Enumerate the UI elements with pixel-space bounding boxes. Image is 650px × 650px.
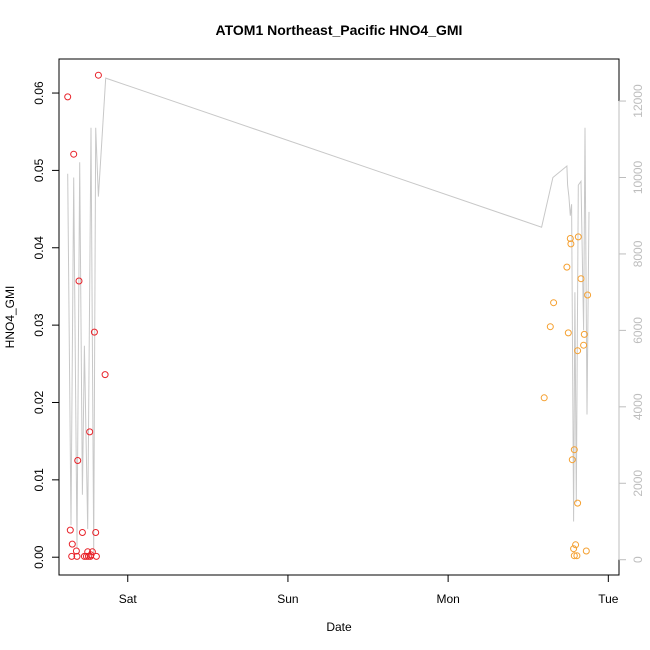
series-1-point-0 <box>540 394 548 402</box>
y-tick-label-3: 0.03 <box>32 313 46 337</box>
series-0-point-20 <box>84 552 92 560</box>
series-0-point-4 <box>68 552 76 560</box>
series-layer <box>64 71 592 560</box>
y-axis-left: 0.00 0.01 0.02 0.03 0.04 0.05 0.06 <box>32 81 60 569</box>
y-right-tick-label-3: 6000 <box>631 317 645 344</box>
y-right-tick-label-0: 0 <box>631 556 645 563</box>
series-0-point-8 <box>73 552 81 560</box>
series-1-point-15 <box>574 233 582 241</box>
x-tick-label-2: Mon <box>436 592 459 606</box>
series-1-point-6 <box>567 240 575 248</box>
series-1-point-4 <box>564 329 572 337</box>
series-0-point-3 <box>70 150 78 158</box>
x-tick-label-3: Tue <box>598 592 619 606</box>
plot-frame <box>58 58 620 576</box>
series-1-point-13 <box>574 499 582 507</box>
series-1-point-9 <box>570 446 578 454</box>
series-0-point-1 <box>66 526 74 534</box>
series-1-point-2 <box>550 299 558 307</box>
series-1-point-1 <box>546 323 554 331</box>
y-axis-label: HNO4_GMI <box>3 286 17 349</box>
x-tick-label-0: Sat <box>119 592 138 606</box>
series-0-point-19 <box>94 71 102 79</box>
series-0-point-2 <box>68 540 76 548</box>
y-right-tick-label-6: 12000 <box>631 84 645 118</box>
y-tick-label-5: 0.05 <box>32 158 46 182</box>
chart-title: ATOM1 Northeast_Pacific HNO4_GMI <box>216 22 463 38</box>
series-1-point-12 <box>573 552 581 560</box>
series-1-point-20 <box>584 291 592 299</box>
series-0-point-0 <box>64 93 72 101</box>
series-1-point-14 <box>574 347 582 355</box>
series-0-point-13 <box>86 428 94 436</box>
series-1-point-11 <box>572 541 580 549</box>
series-0-point-5 <box>72 547 80 555</box>
x-axis-label: Date <box>326 620 352 634</box>
y-tick-label-0: 0.00 <box>32 545 46 569</box>
x-axis: Sat Sun Mon Tue <box>119 574 619 606</box>
series-1-point-10 <box>570 552 578 560</box>
series-1-point-5 <box>566 235 574 242</box>
y-tick-label-4: 0.04 <box>32 236 46 260</box>
series-0-point-9 <box>78 529 86 536</box>
series-0-point-6 <box>74 457 82 464</box>
series-0-point-17 <box>92 529 100 536</box>
series-0-point-16 <box>90 328 98 336</box>
series-1-point-3 <box>563 263 571 271</box>
series-0-point-21 <box>86 552 94 560</box>
series-0-point-22 <box>101 371 109 379</box>
y-right-tick-label-2: 4000 <box>631 393 645 420</box>
y-right-tick-label-5: 10000 <box>631 160 645 194</box>
series-0-point-7 <box>75 277 83 285</box>
y-axis-right: 0 2000 4000 6000 8000 10000 12000 <box>618 84 645 563</box>
series-2-line <box>67 77 590 553</box>
series-0-point-18 <box>92 552 100 560</box>
y-tick-label-1: 0.01 <box>32 468 46 492</box>
series-1-point-19 <box>582 547 590 555</box>
y-right-tick-label-4: 8000 <box>631 240 645 267</box>
series-1-point-8 <box>570 545 578 553</box>
x-tick-label-1: Sun <box>277 592 298 606</box>
series-0-point-11 <box>82 552 90 560</box>
series-1-point-16 <box>577 275 585 283</box>
series-1-point-18 <box>580 341 588 349</box>
series-1-point-7 <box>568 456 576 464</box>
series-0-point-15 <box>88 548 96 556</box>
y-right-tick-label-1: 2000 <box>631 470 645 497</box>
y-tick-label-2: 0.02 <box>32 390 46 414</box>
series-1-point-17 <box>580 330 588 338</box>
y-tick-label-6: 0.06 <box>32 81 46 105</box>
